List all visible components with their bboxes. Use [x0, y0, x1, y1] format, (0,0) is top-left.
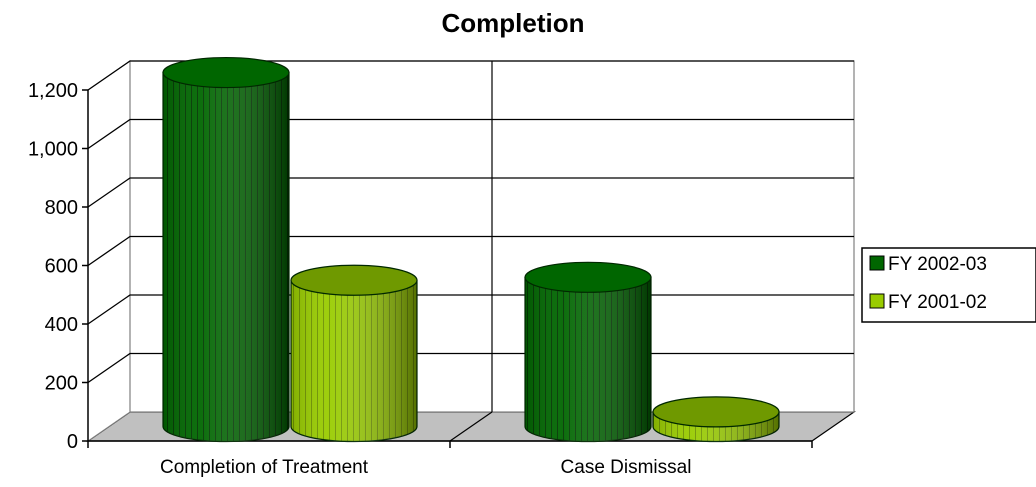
- chart-title: Completion: [442, 8, 585, 38]
- legend-label-fy-2002-03: FY 2002-03: [888, 254, 987, 275]
- cylinder-top: [524, 261, 652, 293]
- cylinder-shade: [163, 72, 289, 442]
- y-tick-label: 200: [45, 373, 78, 395]
- cylinder-top: [652, 396, 780, 428]
- x-category-label: Completion of Treatment: [160, 457, 369, 478]
- bar-1-1: [652, 396, 780, 443]
- bars: [162, 56, 780, 443]
- x-axis-labels: Completion of Treatment Case Dismissal: [87, 441, 813, 478]
- gridline: [87, 118, 854, 150]
- bar-0-0: [162, 56, 290, 443]
- legend-box: [861, 247, 1036, 323]
- bar-1-0: [524, 261, 652, 443]
- gridline: [87, 177, 854, 208]
- legend-label-fy-2001-02: FY 2001-02: [888, 292, 987, 313]
- gridline: [87, 235, 854, 267]
- y-tick-label: 800: [45, 197, 78, 219]
- y-axis-ticks: 0 200 400 600 800 1,000 1,200: [28, 80, 88, 453]
- cylinder-top: [162, 56, 290, 89]
- y-tick-label: 600: [45, 256, 78, 278]
- cylinder-shade: [525, 277, 651, 442]
- x-category-label: Case Dismissal: [561, 457, 692, 478]
- legend-swatch-fy-2002-03: [869, 255, 885, 271]
- y-tick-label: 0: [67, 431, 78, 453]
- legend-swatch-fy-2001-02: [869, 293, 885, 309]
- y-tick-label: 400: [45, 314, 78, 336]
- cylinder-shade: [291, 280, 417, 442]
- bar-0-1: [290, 264, 418, 443]
- y-tick-label: 1,000: [28, 139, 78, 161]
- category-divider-floor: [449, 411, 493, 442]
- legend: FY 2002-03 FY 2001-02: [861, 247, 1036, 323]
- gridline: [87, 60, 854, 91]
- y-tick-label: 1,200: [28, 80, 78, 102]
- cylinder-top: [290, 264, 418, 296]
